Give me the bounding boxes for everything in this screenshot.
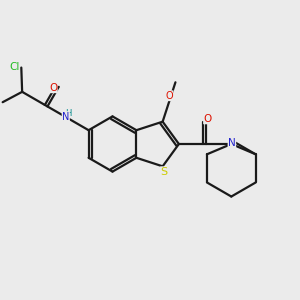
Text: H: H <box>66 109 72 118</box>
Text: N: N <box>62 112 70 122</box>
Text: O: O <box>166 91 173 101</box>
Text: O: O <box>49 83 57 93</box>
Text: S: S <box>160 167 168 177</box>
Text: O: O <box>203 114 212 124</box>
Text: Cl: Cl <box>9 62 19 72</box>
Text: N: N <box>228 138 236 148</box>
